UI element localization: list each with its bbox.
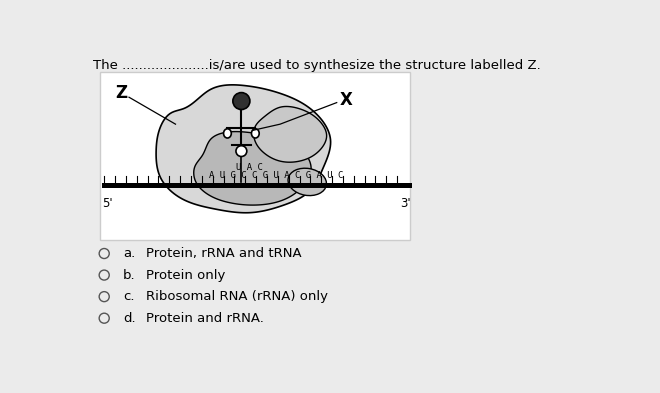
Bar — [102, 184, 412, 188]
Circle shape — [99, 248, 110, 259]
Text: a.: a. — [123, 247, 135, 260]
Text: Protein only: Protein only — [146, 268, 226, 281]
Bar — [100, 72, 410, 240]
Polygon shape — [194, 132, 311, 205]
Circle shape — [99, 292, 110, 302]
Ellipse shape — [251, 129, 259, 138]
Text: b.: b. — [123, 268, 135, 281]
Text: The .....................is/are used to synthesize the structure labelled Z.: The .....................is/are used to … — [93, 59, 541, 72]
Ellipse shape — [288, 168, 327, 196]
Text: Protein, rRNA and tRNA: Protein, rRNA and tRNA — [146, 247, 302, 260]
Text: Ribosomal RNA (rRNA) only: Ribosomal RNA (rRNA) only — [146, 290, 328, 303]
Text: c.: c. — [123, 290, 134, 303]
Circle shape — [99, 313, 110, 323]
Circle shape — [99, 270, 110, 280]
Text: X: X — [339, 90, 352, 108]
Text: Z: Z — [115, 84, 127, 102]
Circle shape — [233, 93, 250, 110]
Ellipse shape — [224, 129, 231, 138]
Text: d.: d. — [123, 312, 135, 325]
Polygon shape — [156, 85, 331, 213]
Text: Protein and rRNA.: Protein and rRNA. — [146, 312, 264, 325]
Text: A U G C C G U A C G A U C: A U G C C G U A C G A U C — [209, 171, 343, 180]
Text: 5': 5' — [102, 196, 112, 209]
Polygon shape — [253, 107, 327, 162]
Circle shape — [236, 146, 247, 156]
Text: 3': 3' — [400, 196, 411, 209]
Text: U A C: U A C — [236, 163, 263, 172]
